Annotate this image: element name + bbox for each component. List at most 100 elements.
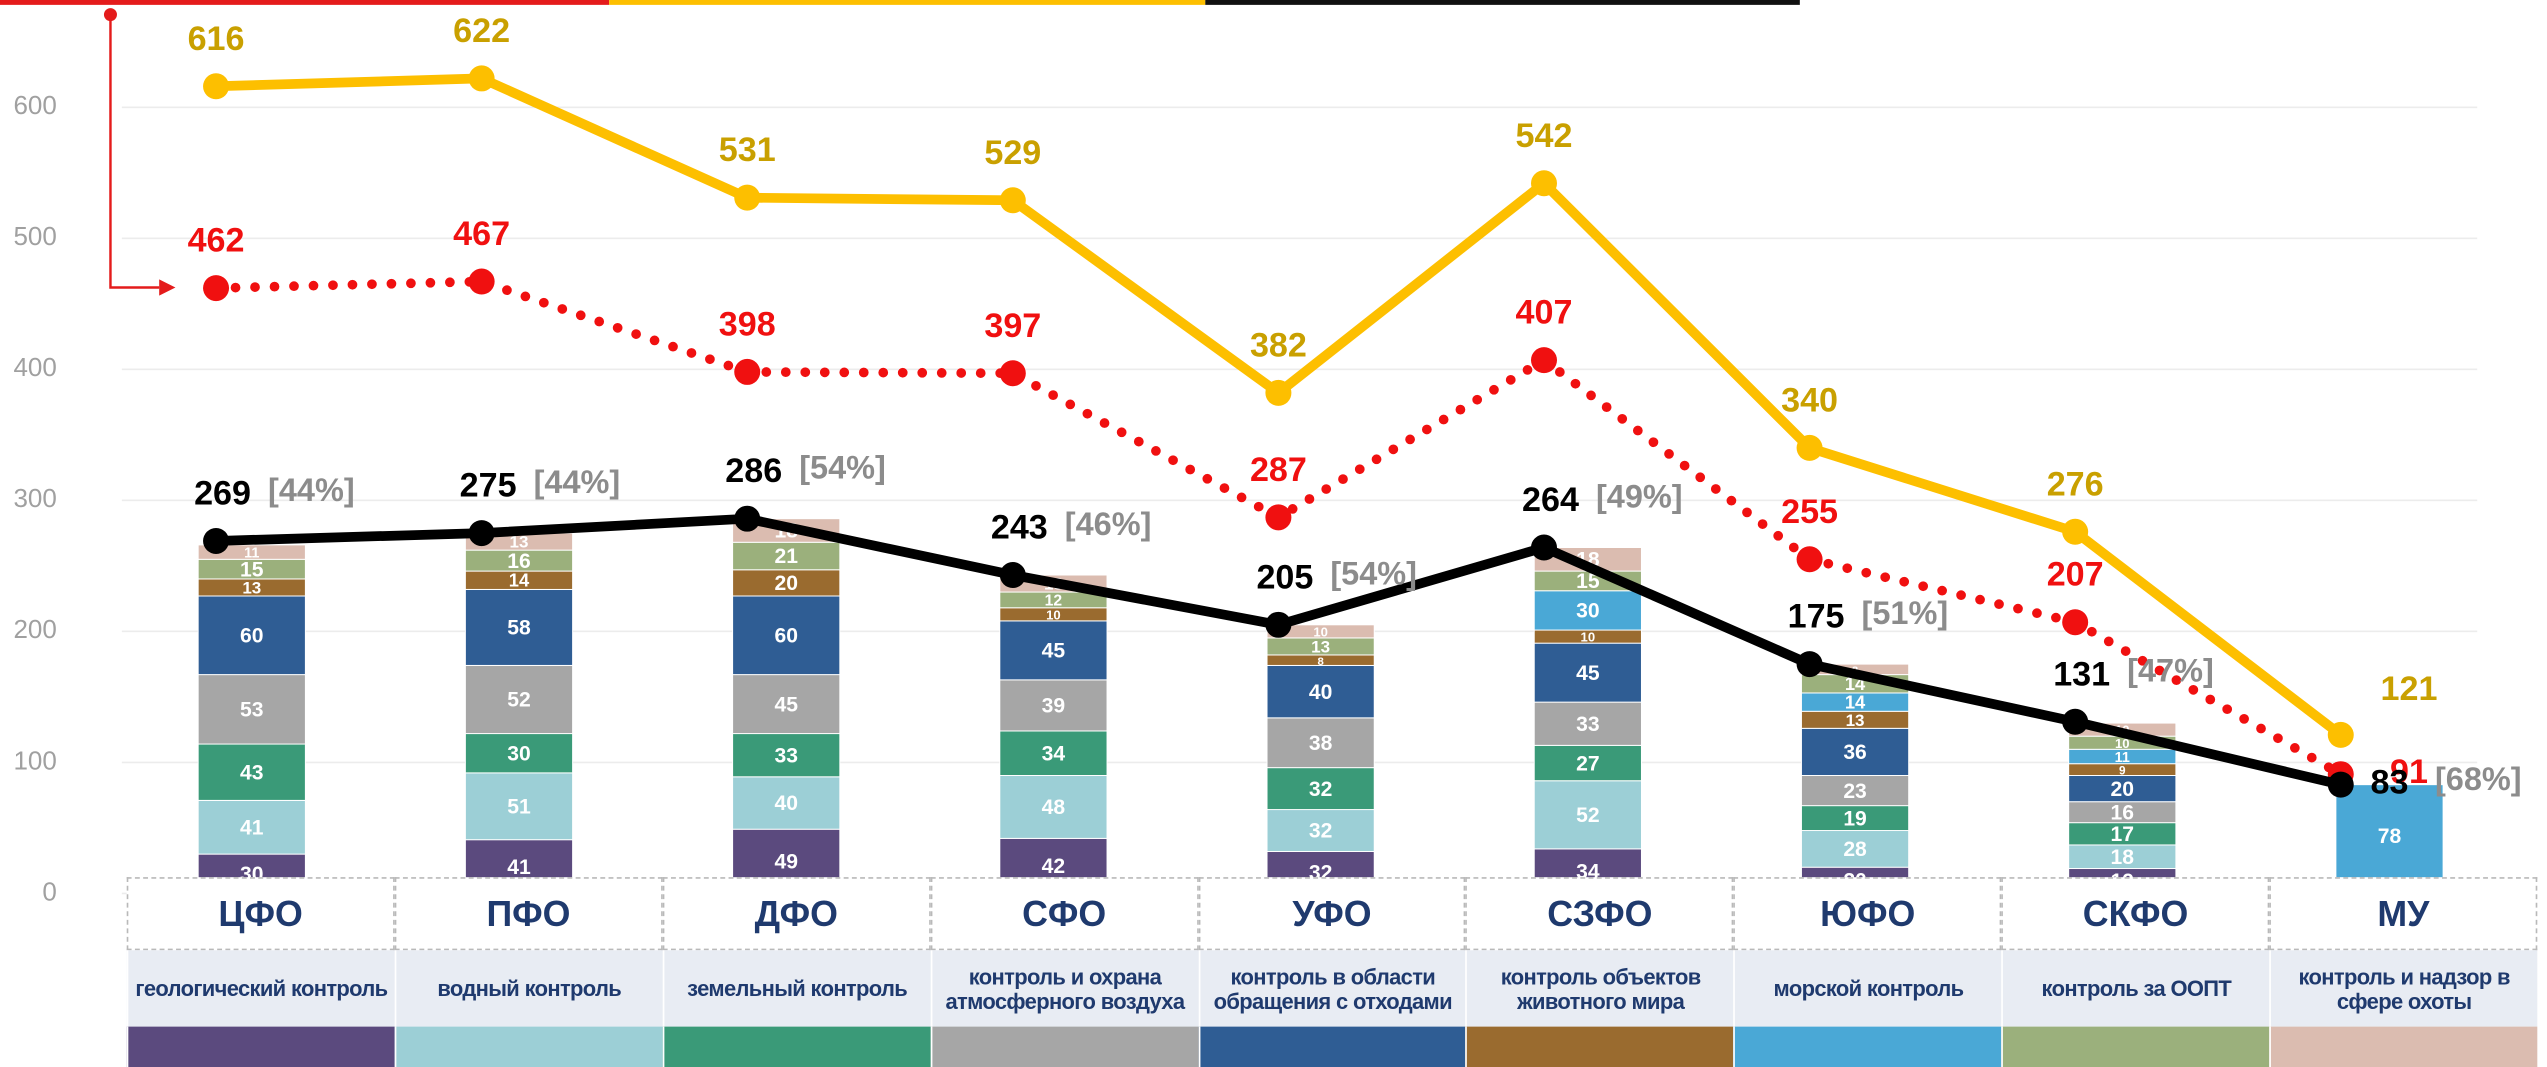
data-label: 276 [2047, 465, 2104, 503]
y-tick-label: 600 [13, 90, 56, 120]
legend-label: контроль объектов животного мира [1465, 950, 1734, 1027]
segment-label: 16 [2111, 801, 2134, 824]
data-label: 175 [1788, 598, 1845, 636]
percent-label: [44%] [268, 472, 355, 508]
segment-label: 15 [240, 558, 264, 581]
segment-label: 60 [240, 624, 263, 647]
segment-label: 19 [1843, 807, 1866, 830]
segment-label: 9 [2119, 764, 2126, 777]
bar-segment [1266, 717, 1375, 769]
percent-label: [68%] [2435, 761, 2522, 797]
bar-segment [732, 541, 841, 571]
x-tick-label: СКФО [2001, 877, 2270, 951]
segment-label: 20 [2111, 778, 2134, 801]
legend-swatch [2269, 1026, 2538, 1067]
line-point [203, 73, 230, 100]
x-tick-label: УФО [1198, 877, 1466, 951]
segment-label: 12 [1045, 593, 1063, 610]
top-strip [1205, 0, 1800, 5]
line-point [2327, 771, 2354, 798]
segment-label: 78 [2378, 825, 2402, 848]
segment-label: 41 [507, 856, 531, 879]
legend-swatch [126, 1026, 395, 1067]
data-label: 83 [2371, 764, 2409, 802]
x-tick-label: СФО [930, 877, 1199, 951]
segment-label: 17 [2111, 823, 2134, 846]
data-label: 622 [453, 12, 510, 50]
segment-label: 13 [510, 533, 529, 552]
bar-segment [732, 569, 841, 597]
legend-label: геологический контроль [126, 950, 395, 1027]
bar-segment [1533, 780, 1642, 850]
y-tick-label: 400 [13, 352, 56, 382]
data-label: 205 [1256, 558, 1313, 596]
percent-label: [51%] [1862, 595, 1949, 631]
segment-label: 45 [1042, 640, 1066, 663]
bar-segment [732, 733, 841, 778]
segment-label: 45 [1576, 662, 1600, 685]
data-label: 542 [1516, 117, 1573, 155]
data-label: 467 [453, 215, 510, 253]
line-point [2062, 609, 2089, 636]
segment-label: 20 [774, 572, 797, 595]
percent-label: [44%] [534, 464, 621, 500]
segment-label: 30 [1576, 600, 1599, 623]
data-label: 531 [719, 131, 776, 169]
segment-label: 16 [507, 550, 530, 573]
segment-label: 15 [1576, 570, 1600, 593]
x-tick-label: МУ [2269, 877, 2538, 951]
line-point [468, 268, 495, 295]
bar-segment [1266, 809, 1375, 852]
legend-swatch [2001, 1026, 2270, 1067]
x-tick-label: ЮФО [1733, 877, 2002, 951]
bar-segment [197, 595, 306, 676]
legend-label: земельный контроль [662, 950, 931, 1027]
segment-label: 38 [1309, 732, 1333, 755]
percent-label: [49%] [1596, 478, 1683, 514]
line-point [2062, 518, 2089, 545]
segment-label: 48 [1042, 796, 1066, 819]
segment-label: 40 [774, 792, 797, 815]
line-point [1530, 534, 1557, 561]
line-point [1265, 504, 1292, 531]
segment-label: 13 [1846, 711, 1865, 730]
segment-label: 11 [2115, 750, 2130, 766]
bar-segment [1266, 664, 1375, 719]
data-label: 340 [1781, 381, 1838, 419]
segment-label: 52 [1576, 804, 1599, 827]
segment-label: 33 [1576, 713, 1599, 736]
x-tick-label: ПФО [394, 877, 663, 951]
segment-label: 14 [509, 570, 530, 591]
segment-label: 45 [774, 693, 798, 716]
x-tick-label: ЦФО [126, 877, 395, 951]
bar-segment [1800, 830, 1910, 868]
segment-label: 10 [1581, 630, 1596, 645]
segment-label: 52 [507, 689, 530, 712]
legend-swatch [1465, 1026, 1734, 1067]
legend-swatch [662, 1026, 931, 1067]
segment-label: 58 [507, 617, 531, 640]
bar-segment [999, 730, 1108, 776]
arrow [109, 14, 160, 289]
bar-segment [1533, 701, 1642, 746]
line-point [1530, 170, 1557, 197]
segment-label: 53 [240, 699, 263, 722]
bar-segment [1800, 727, 1910, 776]
line-point [1796, 434, 1823, 461]
data-label: 616 [188, 20, 245, 58]
data-label: 264 [1522, 481, 1579, 519]
y-tick-label: 0 [42, 876, 56, 906]
percent-label: [54%] [799, 450, 886, 486]
segment-label: 18 [2111, 846, 2135, 869]
percent-label: [47%] [2127, 653, 2214, 689]
data-label: 529 [984, 134, 1041, 172]
segment-label: 32 [1309, 778, 1332, 801]
segment-label: 49 [774, 851, 797, 874]
segment-label: 23 [1843, 780, 1866, 803]
segment-label: 13 [242, 579, 261, 598]
data-label: 287 [1250, 451, 1307, 489]
segment-label: 10 [2115, 736, 2130, 751]
line-point [734, 184, 761, 211]
segment-label: 13 [1311, 638, 1330, 657]
